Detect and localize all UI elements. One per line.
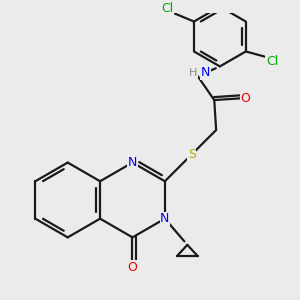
Text: Cl: Cl xyxy=(161,2,173,15)
Text: O: O xyxy=(128,261,137,274)
Text: H: H xyxy=(189,68,197,78)
Text: N: N xyxy=(160,212,170,225)
Text: S: S xyxy=(188,148,196,161)
Text: Cl: Cl xyxy=(266,55,278,68)
Text: N: N xyxy=(201,66,210,79)
Text: O: O xyxy=(240,92,250,105)
Text: N: N xyxy=(128,156,137,169)
